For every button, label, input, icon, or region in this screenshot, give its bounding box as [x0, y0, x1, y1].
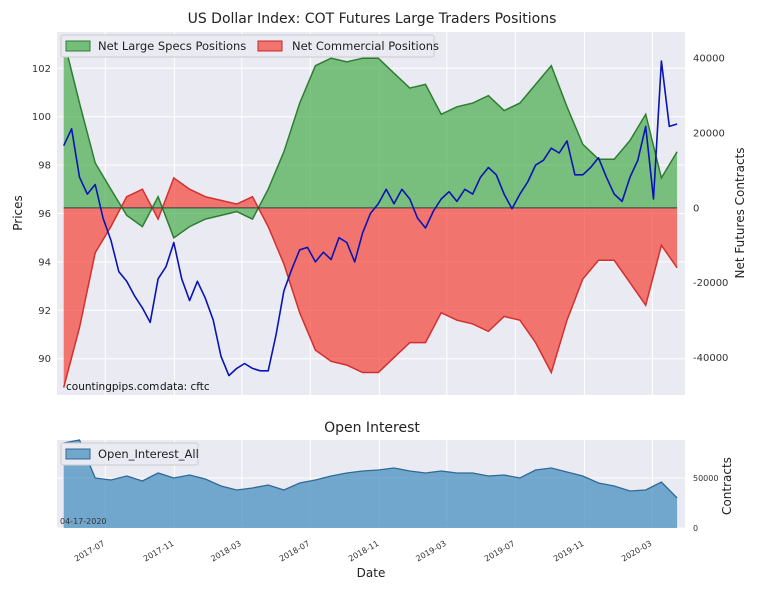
date-axis-ticks: 2017-07 2017-11 2018-03 2018-07 2018-11 2019-…	[73, 539, 654, 564]
date-tick-label: 2019-03	[414, 539, 447, 564]
oi-tick-label: 50000	[693, 474, 718, 483]
date-tick-label: 2019-11	[552, 539, 585, 564]
legend-swatch-commercial	[257, 40, 283, 52]
commercial-positions-area	[63, 177, 678, 388]
source-note-site: countingpips.com	[66, 381, 159, 393]
date-axis-label: Date	[357, 566, 386, 580]
date-tick-label: 2017-07	[73, 539, 106, 564]
price-line-layer	[62, 60, 678, 377]
price-tick-label: 92	[38, 306, 51, 317]
oi-tick-label: 0	[693, 524, 698, 533]
main-legend: Net Large Specs Positions Net Commercial…	[60, 34, 439, 58]
legend-swatch-open-interest	[65, 448, 91, 460]
main-legend-box	[60, 34, 435, 58]
large-specs-positions-line	[62, 39, 678, 239]
legend-label-commercial: Net Commercial Positions	[292, 39, 439, 53]
price-tick-label: 100	[32, 112, 51, 123]
legend-label-open-interest: Open_Interest_All	[98, 447, 199, 461]
price-tick-label: 90	[38, 354, 51, 365]
oi-chart-title: Open Interest	[324, 420, 420, 436]
oi-area-layer	[63, 439, 678, 528]
contracts-tick-label: 40000	[693, 54, 725, 65]
open-interest-area	[63, 440, 678, 528]
price-tick-label: 94	[38, 257, 51, 268]
price-tick-label: 96	[38, 209, 51, 220]
contracts-axis-label: Net Futures Contracts	[733, 147, 747, 278]
date-tick-label: 2017-11	[142, 539, 175, 564]
open-interest-line	[63, 439, 678, 499]
main-chart-title: US Dollar Index: COT Futures Large Trade…	[188, 11, 557, 27]
date-tick-label: 2018-03	[209, 539, 242, 564]
price-line	[62, 60, 678, 377]
contracts-tick-label: 20000	[693, 129, 725, 140]
oi-axis-label: Contracts	[720, 457, 734, 515]
commercial-positions-line	[62, 176, 678, 388]
oi-date-note: 04-17-2020	[60, 517, 107, 526]
price-axis-ticks: 90 92 94 96 98 100 102	[32, 64, 51, 365]
oi-legend: Open_Interest_All	[60, 442, 199, 466]
source-note-data: data: cftc	[160, 381, 210, 393]
contracts-tick-label: -20000	[693, 278, 728, 289]
contracts-axis-ticks: -40000 -20000 0 20000 40000	[693, 54, 728, 364]
contracts-tick-label: -40000	[693, 353, 728, 364]
date-tick-label: 2018-11	[347, 539, 380, 564]
contracts-tick-label: 0	[693, 203, 699, 214]
legend-label-specs: Net Large Specs Positions	[98, 39, 246, 53]
price-axis-label: Prices	[11, 195, 25, 231]
date-tick-label: 2019-07	[483, 539, 516, 564]
price-tick-label: 98	[38, 161, 51, 172]
date-tick-label: 2020-03	[620, 539, 653, 564]
price-tick-label: 102	[32, 64, 51, 75]
date-tick-label: 2018-07	[278, 539, 311, 564]
legend-swatch-specs	[65, 40, 91, 52]
oi-axis-ticks: 0 50000	[693, 474, 718, 533]
oi-legend-box	[60, 442, 199, 466]
